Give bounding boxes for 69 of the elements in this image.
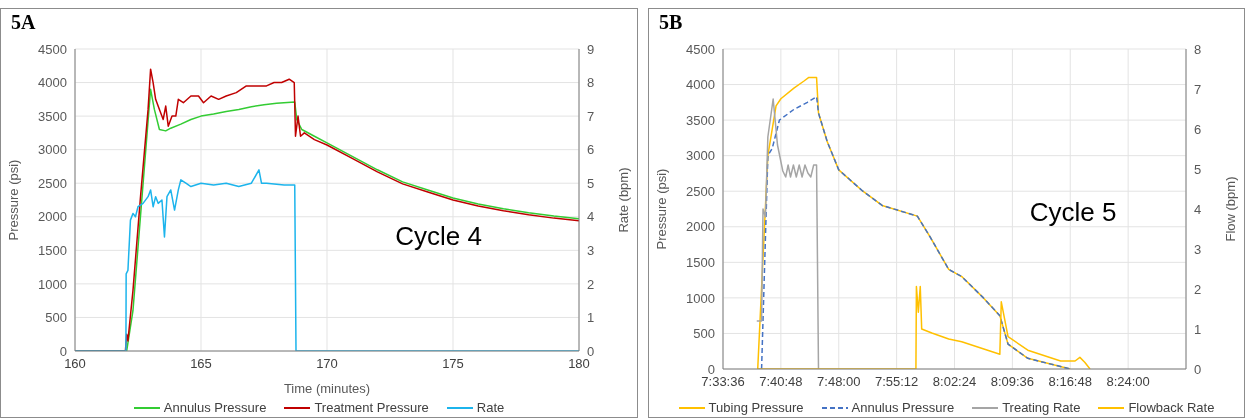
x-tick-label: 8:02:24 bbox=[932, 374, 977, 390]
y2-tick-label: 8 bbox=[1194, 41, 1202, 57]
y-tick-label: 4000 bbox=[38, 75, 67, 91]
y2-tick-label: 3 bbox=[587, 242, 595, 258]
y2-tick-label: 1 bbox=[587, 310, 595, 326]
annotation: Cycle 5 bbox=[1029, 196, 1117, 228]
y-tick-label: 4500 bbox=[38, 41, 67, 57]
legend-label: Tubing Pressure bbox=[708, 400, 804, 415]
y-tick-label: 0 bbox=[707, 361, 715, 377]
chart-title: 5B bbox=[659, 11, 683, 34]
y2-axis-title: Flow (bpm) bbox=[1222, 176, 1238, 242]
x-tick-label: 160 bbox=[64, 356, 86, 372]
y2-axis-title: Rate (bpm) bbox=[615, 167, 631, 233]
legend-label: Treating Rate bbox=[1002, 400, 1081, 415]
legend-label: Flowback Rate bbox=[1128, 400, 1215, 415]
y2-tick-label: 4 bbox=[1194, 201, 1202, 217]
y-tick-label: 4000 bbox=[686, 77, 715, 93]
x-tick-label: 180 bbox=[568, 356, 590, 372]
y2-tick-label: 9 bbox=[587, 41, 595, 57]
legend-label: Annulus Pressure bbox=[163, 400, 267, 415]
y2-tick-label: 4 bbox=[587, 209, 595, 225]
x-tick-label: 175 bbox=[442, 356, 464, 372]
y-tick-label: 2500 bbox=[38, 175, 67, 191]
y-tick-label: 3000 bbox=[686, 148, 715, 164]
y2-tick-label: 2 bbox=[587, 276, 595, 292]
y2-tick-label: 5 bbox=[1194, 161, 1202, 177]
chart-title: 5A bbox=[11, 11, 36, 34]
y-tick-label: 500 bbox=[45, 310, 67, 326]
legend-label: Annulus Pressure bbox=[851, 400, 955, 415]
y2-tick-label: 6 bbox=[587, 142, 595, 158]
y2-tick-label: 2 bbox=[1194, 281, 1202, 297]
x-tick-label: 8:16:48 bbox=[1048, 374, 1092, 390]
y2-tick-label: 6 bbox=[1194, 121, 1202, 137]
y-tick-label: 500 bbox=[693, 326, 715, 342]
legend-label: Rate bbox=[476, 400, 505, 415]
x-tick-label: 170 bbox=[316, 356, 338, 372]
x-axis-title: Time (minutes) bbox=[283, 381, 371, 396]
y-tick-label: 1500 bbox=[686, 254, 715, 270]
y-tick-label: 1500 bbox=[38, 242, 67, 258]
y-tick-label: 1000 bbox=[686, 290, 715, 306]
y-tick-label: 4500 bbox=[686, 41, 715, 57]
y2-tick-label: 7 bbox=[587, 108, 595, 124]
y2-tick-label: 3 bbox=[1194, 241, 1202, 257]
y2-tick-label: 7 bbox=[1194, 81, 1202, 97]
x-tick-label: 7:48:00 bbox=[817, 374, 861, 390]
y-tick-label: 3000 bbox=[38, 142, 67, 158]
y2-tick-label: 1 bbox=[1194, 321, 1202, 337]
y-tick-label: 0 bbox=[59, 343, 67, 359]
y2-tick-label: 0 bbox=[587, 343, 595, 359]
x-tick-label: 8:24:00 bbox=[1106, 374, 1150, 390]
y2-tick-label: 8 bbox=[587, 75, 595, 91]
y-tick-label: 3500 bbox=[38, 108, 67, 124]
y2-tick-label: 5 bbox=[587, 175, 595, 191]
y-tick-label: 3500 bbox=[686, 112, 715, 128]
line-series bbox=[756, 98, 820, 369]
y-tick-label: 2000 bbox=[686, 219, 715, 235]
y-axis-title: Pressure (psi) bbox=[5, 159, 21, 241]
y2-tick-label: 0 bbox=[1194, 361, 1202, 377]
y-tick-label: 1000 bbox=[38, 276, 67, 292]
legend-label: Treatment Pressure bbox=[314, 400, 429, 415]
annotation: Cycle 4 bbox=[395, 221, 483, 253]
x-tick-label: 7:40:48 bbox=[759, 374, 803, 390]
x-tick-label: 7:33:36 bbox=[701, 374, 745, 390]
y-tick-label: 2000 bbox=[38, 209, 67, 225]
x-tick-label: 8:09:36 bbox=[990, 374, 1035, 390]
x-tick-label: 165 bbox=[190, 356, 212, 372]
x-tick-label: 7:55:12 bbox=[874, 374, 919, 390]
y-tick-label: 2500 bbox=[686, 183, 715, 199]
y-axis-title: Pressure (psi) bbox=[653, 168, 669, 250]
